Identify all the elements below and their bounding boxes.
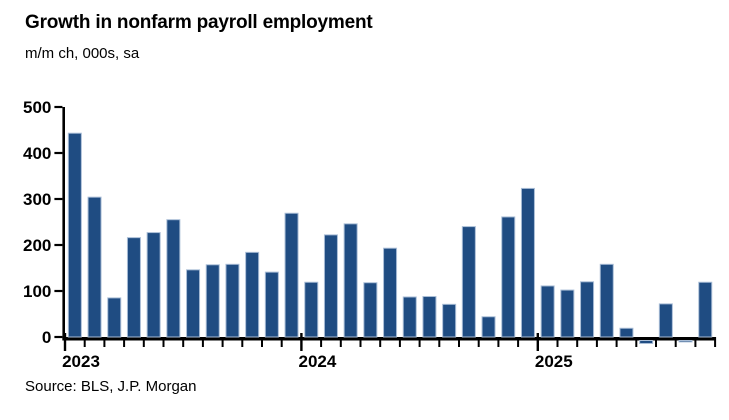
bar-2025-03 [580,281,595,338]
y-axis-tick [54,243,63,247]
x-axis-tick [438,340,441,347]
x-axis-year-label: 2024 [298,352,336,371]
x-axis-year-tick [300,333,303,351]
y-axis-tick [54,105,63,109]
bar-2025-06 [639,340,654,344]
chart-subtitle: m/m ch, 000s, sa [25,45,140,62]
x-axis-year-label: 2025 [535,352,573,371]
bar-2023-06 [166,219,181,338]
bar-2024-10 [481,316,496,338]
x-axis-tick [379,340,382,347]
bar-2024-11 [501,216,516,338]
x-axis-tick [320,340,323,347]
y-axis-line [62,107,65,341]
y-axis-tick [54,151,63,155]
x-axis-tick [201,340,204,347]
y-axis-tick [54,335,63,339]
x-axis-tick [714,340,717,347]
x-axis-tick [556,340,559,347]
bar-2023-12 [284,212,299,338]
x-axis-tick [398,340,401,347]
bar-2023-07 [186,269,201,338]
x-axis-tick [280,340,283,347]
bar-2024-07 [422,296,437,338]
x-axis-tick [655,340,657,347]
bar-2025-02 [560,289,575,338]
x-axis-year-label: 2023 [62,352,100,371]
y-axis-tick [54,197,63,201]
y-axis-tick-label: 300 [23,190,51,209]
x-axis-tick [241,340,244,347]
x-axis-tick [83,340,86,347]
x-axis-tick [615,340,618,347]
bar-2024-09 [461,226,476,338]
y-axis-tick-label: 100 [23,282,51,301]
y-axis-tick-label: 400 [23,144,51,163]
x-axis-tick [261,340,263,347]
bar-2024-01 [304,281,319,338]
x-axis-tick [103,340,106,347]
chart-title: Growth in nonfarm payroll employment [25,12,373,33]
x-axis-tick [674,340,677,347]
x-axis-tick [123,340,126,347]
bar-2023-09 [225,263,240,338]
x-axis-tick [497,340,500,347]
x-axis-tick [339,340,342,347]
x-axis-tick [517,340,520,347]
y-axis-tick-label: 0 [42,328,51,347]
y-axis-tick-label: 200 [23,236,51,255]
x-axis-tick [635,340,638,347]
bar-2024-04 [363,282,378,338]
bar-2024-05 [383,247,398,338]
x-axis-tick [418,340,421,347]
bar-2023-10 [245,251,260,338]
x-axis-tick [576,340,579,347]
y-axis-tick [54,289,63,293]
bar-2025-07 [658,303,673,338]
x-axis-tick [458,340,460,347]
x-axis-tick [595,340,598,347]
bar-2024-02 [323,234,338,338]
x-axis-tick [694,340,697,347]
bar-2025-01 [540,285,555,338]
x-axis-tick [142,340,145,347]
bar-2024-03 [343,223,358,338]
source-note: Source: BLS, J.P. Morgan [25,378,197,395]
x-axis-tick [221,340,224,347]
bar-2023-01 [67,132,82,338]
y-axis-tick-label: 500 [23,98,51,117]
bar-2024-08 [442,303,457,338]
bar-2023-04 [126,237,141,338]
x-axis-tick [477,340,480,347]
bar-2025-05 [619,327,634,338]
bar-2024-12 [520,187,535,338]
bar-2025-08 [678,340,693,343]
bar-2023-05 [146,232,161,338]
bar-2025-09 [698,281,713,338]
x-axis-tick [182,340,185,347]
bar-2025-04 [599,263,614,338]
x-axis-tick [162,340,165,347]
bar-2023-02 [87,196,102,338]
bar-2024-06 [402,296,417,338]
x-axis-line [62,337,717,341]
bar-2023-11 [264,271,279,338]
bar-2023-08 [205,264,220,338]
x-axis-year-tick [63,333,67,351]
x-axis-tick [359,340,362,347]
x-axis-year-tick [536,333,539,351]
bar-2023-03 [107,297,122,338]
